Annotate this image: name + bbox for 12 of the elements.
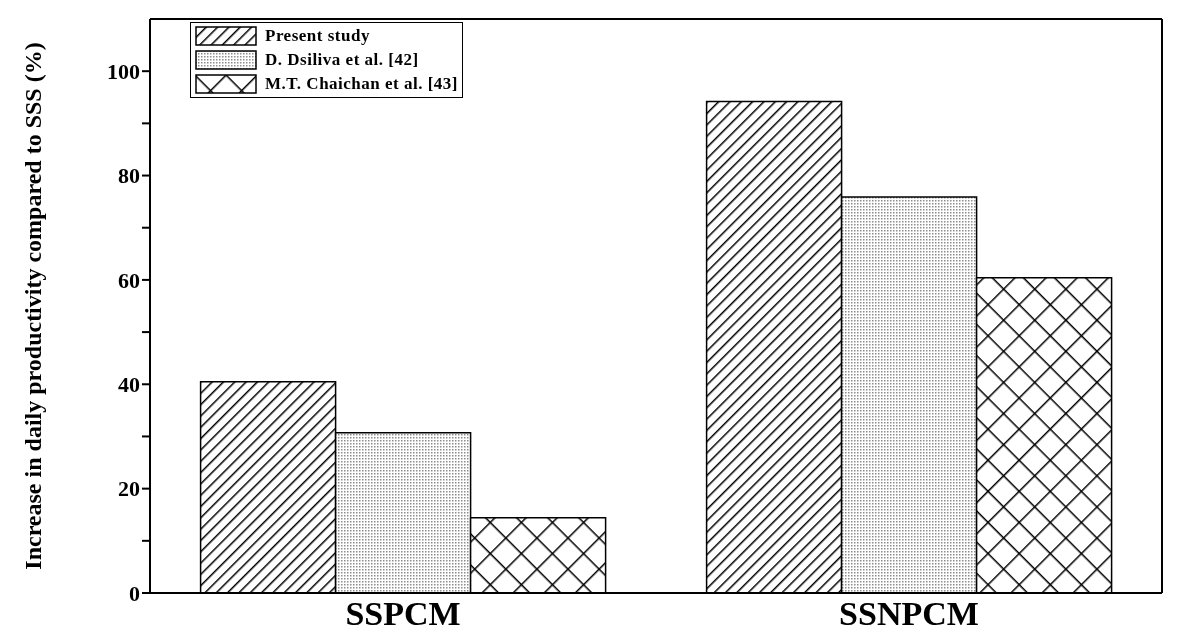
legend-label: Present study xyxy=(265,26,370,46)
y-axis-title: Increase in daily productivity compared to SSS (%) xyxy=(19,42,46,570)
legend-label: D. Dsiliva et al. [42] xyxy=(265,50,419,70)
x-tick-label: SSNPCM xyxy=(839,595,979,633)
legend-label: M.T. Chaichan et al. [43] xyxy=(265,74,459,94)
y-tick-label: 40 xyxy=(118,372,140,398)
y-tick-label: 20 xyxy=(118,476,140,502)
y-tick-label: 80 xyxy=(118,163,140,189)
x-tick-label: SSPCM xyxy=(345,595,461,633)
y-tick-label: 60 xyxy=(118,267,140,293)
y-tick-label: 100 xyxy=(107,58,140,84)
y-tick-label: 0 xyxy=(129,580,140,606)
